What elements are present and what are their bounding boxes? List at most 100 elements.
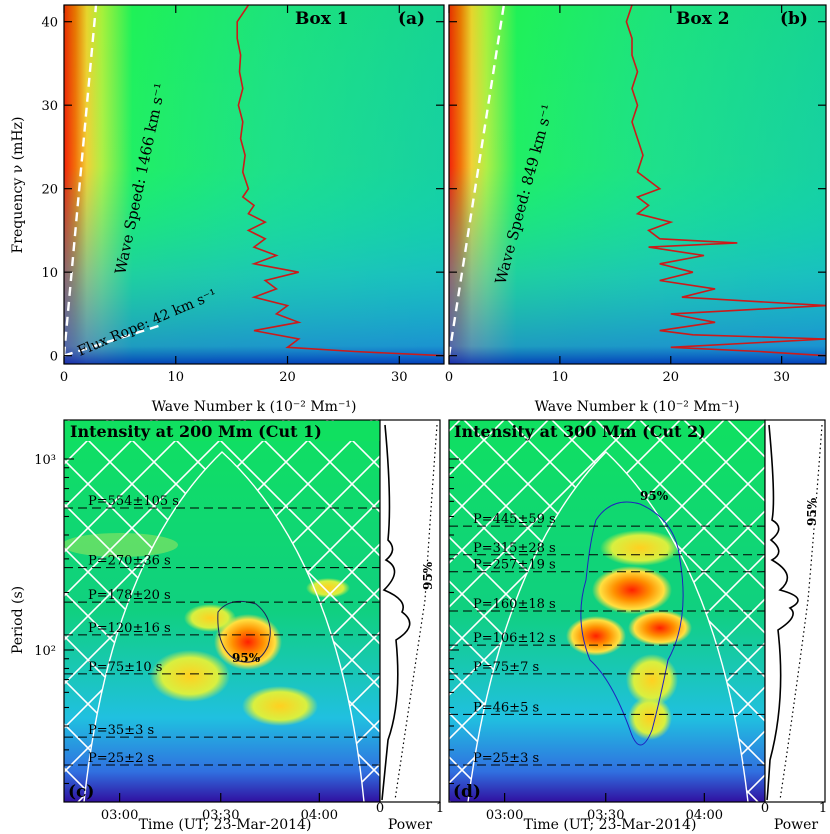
y-tick-label: 30: [41, 99, 58, 114]
panel-b-xlabel: Wave Number k (10⁻² Mm⁻¹): [535, 399, 740, 415]
panel-c-period-lines: [64, 507, 380, 766]
panel-d-hotspot: [628, 610, 692, 646]
panel-a-label: (a): [398, 9, 425, 29]
panel-c-ylabel: Period (s): [10, 586, 26, 654]
panel-d-power: 95% 0 1 Power: [761, 419, 827, 833]
panel-a-heatmap-shade: [64, 5, 444, 364]
x-tick-label: 0: [445, 370, 453, 385]
y-tick-label: 10³: [34, 453, 56, 468]
period-label: P=257±19 s: [473, 558, 556, 573]
panel-d-hotspot: [566, 616, 626, 656]
panel-c-power-tick-1: 1: [436, 801, 444, 816]
panel-d-power-tick-0: 0: [761, 801, 769, 816]
x-tick-label: 30: [391, 370, 408, 385]
panel-c-warmspot: [150, 650, 230, 702]
panel-d-label: (d): [453, 782, 481, 802]
x-tick-label: 10: [167, 370, 184, 385]
period-label: P=270±36 s: [88, 554, 171, 569]
panel-c-warmspot: [184, 604, 236, 632]
period-label: P=445±59 s: [473, 512, 556, 527]
panel-d-significance-curve: [779, 424, 823, 801]
panel-a-title: Box 1: [295, 9, 349, 29]
panel-c: P=554±105 s P=270±36 s P=178±20 s P=120±16 …: [10, 419, 440, 833]
panel-b-heatmap-shade: [449, 5, 826, 364]
y-tick-label: 20: [41, 183, 58, 198]
panel-c-cone-of-influence: [64, 420, 380, 802]
panel-d-title: Intensity at 300 Mm (Cut 2): [454, 422, 706, 441]
panel-c-significance-curve: [394, 424, 438, 801]
panel-c-warmspot: [242, 686, 318, 726]
x-tick-label: 0: [60, 370, 68, 385]
period-label: P=75±7 s: [473, 660, 539, 675]
panel-d-period-lines: [449, 525, 765, 766]
panel-c-power: 95% 0 1 Power: [376, 419, 444, 833]
panel-b-power-profile: [625, 5, 826, 357]
panel-d-hotspot: [592, 566, 672, 614]
panel-c-contour-label: 95%: [232, 651, 261, 665]
panel-b-frame: [448, 4, 827, 365]
panel-d-cone-of-influence: [449, 420, 765, 802]
panel-c-coi-boundary: [83, 451, 365, 802]
panel-c-power-curve: [381, 424, 411, 801]
panel-d-warmspot: [628, 696, 672, 740]
y-tick-label: 10: [41, 266, 58, 281]
period-label: P=25±2 s: [88, 751, 154, 766]
x-tick-label: 03:00: [101, 808, 138, 823]
panel-b-label: (b): [780, 9, 808, 29]
panel-d-power-curve: [766, 424, 799, 801]
period-label: P=315±28 s: [473, 541, 556, 556]
panel-c-power-tick-0: 0: [376, 801, 384, 816]
x-tick-label: 04:00: [686, 808, 723, 823]
panel-d-power-tick-1: 1: [819, 801, 827, 816]
panel-a-flux-rope-line: [64, 324, 160, 357]
panel-a-axes: 0 10 20 30 0 10 20 30 40: [41, 5, 444, 385]
panel-d-warmspot: [600, 530, 680, 566]
period-label: P=35±3 s: [88, 723, 154, 738]
panel-d-axes: P=445±59 s P=315±28 s P=257±19 s P=160±18 s…: [449, 458, 825, 823]
panel-b-axes: 0 10 20 30: [445, 5, 826, 385]
period-label: P=106±12 s: [473, 631, 556, 646]
panel-d-contour-label: 95%: [640, 489, 669, 503]
panel-c-xlabel: Time (UT; 23-Mar-2014): [139, 817, 312, 833]
panel-a-frame: [63, 4, 445, 365]
panel-c-power-label: Power: [388, 817, 433, 833]
y-tick-label: 0: [50, 350, 58, 365]
x-tick-label: 20: [662, 370, 679, 385]
panel-c-contour: [217, 600, 271, 663]
y-tick-label: 10²: [34, 644, 56, 659]
period-label: P=554±105 s: [88, 494, 179, 509]
x-tick-label: 10: [552, 370, 569, 385]
period-label: P=120±16 s: [88, 621, 171, 636]
y-tick-label: 40: [41, 16, 58, 31]
panel-c-significance-label: 95%: [421, 561, 435, 590]
panel-d-significance-label: 95%: [805, 497, 819, 526]
period-label: P=178±20 s: [88, 588, 171, 603]
panel-d: P=445±59 s P=315±28 s P=257±19 s P=160±18 s…: [448, 419, 825, 833]
x-tick-label: 20: [279, 370, 296, 385]
panel-d-coi-boundary: [467, 451, 749, 802]
panel-c-power-frame: [379, 419, 441, 803]
panel-d-xlabel: Time (UT; 23-Mar-2014): [524, 817, 697, 833]
panel-c-title: Intensity at 200 Mm (Cut 1): [70, 422, 322, 441]
x-tick-label: 03:30: [202, 808, 239, 823]
panel-a-ylabel: Frequency ν (mHz): [10, 117, 26, 254]
panel-a-wave-speed-line: [64, 5, 98, 356]
period-label: P=160±18 s: [473, 597, 556, 612]
x-tick-label: 30: [773, 370, 790, 385]
panel-b-title: Box 2: [676, 9, 730, 29]
panel-a-power-profile: [236, 5, 444, 357]
x-tick-label: 03:30: [587, 808, 624, 823]
period-label: P=75±10 s: [88, 660, 162, 675]
x-tick-label: 04:00: [301, 808, 338, 823]
panel-d-power-label: Power: [774, 817, 819, 833]
panel-a-xlabel: Wave Number k (10⁻² Mm⁻¹): [152, 399, 357, 415]
period-label: P=46±5 s: [473, 700, 539, 715]
x-tick-label: 03:00: [486, 808, 523, 823]
period-label: P=25±3 s: [473, 751, 539, 766]
panel-c-label: (c): [68, 782, 94, 802]
panel-d-warmspot: [626, 654, 678, 706]
panel-b: 0 10 20 30 Box 2 (b) Wave Speed: 849 km s⁻¹…: [445, 4, 827, 415]
panel-c-title-bg: [68, 421, 380, 441]
